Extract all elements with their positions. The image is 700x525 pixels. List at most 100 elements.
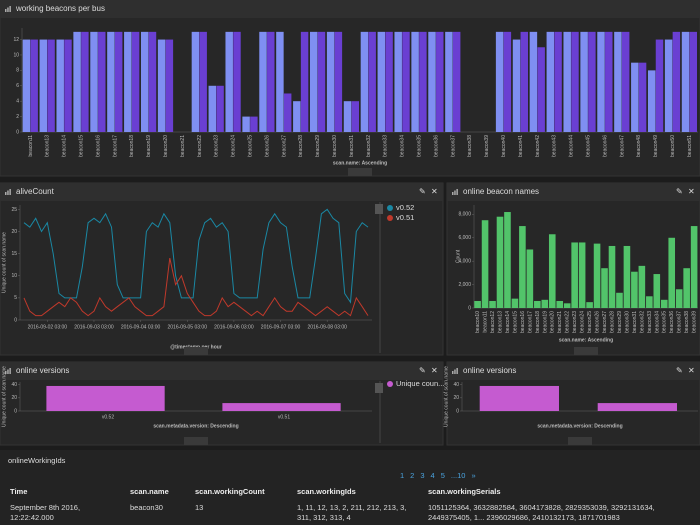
x-tick-label: beacon14: [62, 135, 68, 157]
bar: [233, 31, 241, 132]
close-icon[interactable]: ✕: [431, 366, 438, 375]
edit-icon[interactable]: ✎: [676, 187, 683, 196]
legend-toggle[interactable]: [375, 383, 383, 393]
x-tick-label: beacon35: [416, 135, 422, 157]
x-tick-label: beacon37: [677, 311, 683, 333]
bar: [504, 212, 511, 308]
bar: [343, 101, 352, 132]
page-link[interactable]: 3: [420, 471, 425, 480]
panel-icon: [9, 368, 11, 374]
x-tick-label: beacon20: [163, 135, 169, 157]
bar: [222, 403, 341, 411]
bar: [428, 31, 436, 132]
y-tick-label: 8,000: [458, 212, 471, 218]
y-tick-label: 15: [11, 251, 17, 257]
x-tick-label: beacon46: [602, 135, 608, 157]
collapse-tab[interactable]: [568, 437, 592, 445]
bar: [317, 31, 326, 132]
edit-icon[interactable]: ✎: [676, 366, 683, 375]
collapse-tab[interactable]: [348, 168, 372, 176]
bar: [300, 31, 309, 132]
x-tick-label: v0.51: [278, 414, 290, 420]
bar: [46, 385, 165, 411]
panel-icon: [9, 189, 11, 195]
bar: [47, 39, 55, 132]
bar: [148, 31, 157, 132]
bar: [571, 31, 579, 132]
x-tick-label: beacon13: [497, 311, 503, 333]
x-tick-label: beacon25: [587, 311, 593, 333]
close-icon[interactable]: ✕: [688, 366, 695, 375]
table-cell: 1, 11, 12, 13, 2, 211, 212, 213, 3, 311,…: [297, 503, 407, 522]
y-tick-label: 6,000: [458, 235, 471, 241]
bar: [672, 31, 681, 132]
bar: [114, 31, 123, 132]
x-tick-label: beacon36: [433, 135, 439, 157]
bar: [496, 216, 504, 308]
panel-title: online versions: [463, 366, 516, 375]
x-tick-label: beacon19: [146, 135, 152, 157]
edit-icon[interactable]: ✎: [419, 366, 426, 375]
column-header[interactable]: Time: [10, 487, 28, 496]
panel-header: [447, 362, 700, 380]
x-tick-label: beacon34: [400, 135, 406, 157]
page-link[interactable]: 1: [400, 471, 405, 480]
x-tick-label: beacon28: [609, 311, 615, 333]
page-link[interactable]: 5: [440, 471, 445, 480]
x-tick-label: beacon13: [45, 135, 51, 157]
x-tick-label: beacon11: [28, 135, 34, 157]
x-tick-label: beacon32: [366, 135, 372, 157]
bar: [571, 242, 578, 308]
bar: [73, 31, 81, 132]
bar: [578, 242, 586, 308]
bar: [445, 31, 453, 132]
x-tick-label: beacon17: [112, 135, 118, 157]
bar: [519, 226, 526, 308]
bar: [660, 299, 668, 308]
x-tick-label: beacon10: [475, 311, 481, 333]
page-link[interactable]: 4: [430, 471, 435, 480]
x-tick-label: beacon33: [383, 135, 389, 157]
collapse-tab[interactable]: [184, 347, 208, 355]
y-tick-label: 10: [11, 273, 17, 279]
panel-icon: [9, 6, 11, 12]
column-header: scan.workingCount: [195, 487, 265, 496]
x-tick-label: beacon37: [450, 135, 456, 157]
collapse-tab[interactable]: [184, 437, 208, 445]
bar: [597, 403, 677, 411]
page-link[interactable]: 2: [410, 471, 415, 480]
x-tick-label: beacon18: [129, 135, 135, 157]
x-tick-label: beacon50: [670, 135, 676, 157]
bar: [225, 31, 233, 132]
bar: [90, 31, 98, 132]
legend-swatch: [387, 381, 393, 387]
y-tick-label: 40: [453, 382, 459, 388]
x-tick-label: beacon45: [585, 135, 591, 157]
bar: [411, 31, 419, 132]
bar: [681, 31, 690, 132]
bar: [64, 39, 72, 132]
y-tick-label: 0: [14, 317, 17, 323]
table-cell: 13: [195, 503, 204, 512]
y-tick-label: 12: [13, 37, 19, 43]
line: [23, 208, 369, 304]
x-axis-label: scan.name: Ascending: [559, 337, 613, 343]
y-axis-label: Unique count of scan.name: [1, 366, 7, 427]
x-tick-label: beacon51: [687, 135, 693, 157]
bar: [385, 31, 393, 132]
close-icon[interactable]: ✕: [688, 187, 695, 196]
page-link[interactable]: ...10: [450, 471, 466, 480]
edit-icon[interactable]: ✎: [419, 187, 426, 196]
bar: [534, 300, 541, 308]
bar: [548, 234, 556, 308]
collapse-tab[interactable]: [574, 347, 598, 355]
x-tick-label: beacon43: [552, 135, 558, 157]
bar: [326, 31, 335, 132]
y-axis-label: Count: [455, 249, 461, 263]
page-link[interactable]: »: [471, 471, 476, 480]
x-tick-label: beacon11: [483, 311, 489, 333]
x-tick-label: beacon23: [572, 311, 578, 333]
close-icon[interactable]: ✕: [431, 187, 438, 196]
legend-toggle[interactable]: [375, 204, 383, 214]
bar: [39, 39, 48, 132]
